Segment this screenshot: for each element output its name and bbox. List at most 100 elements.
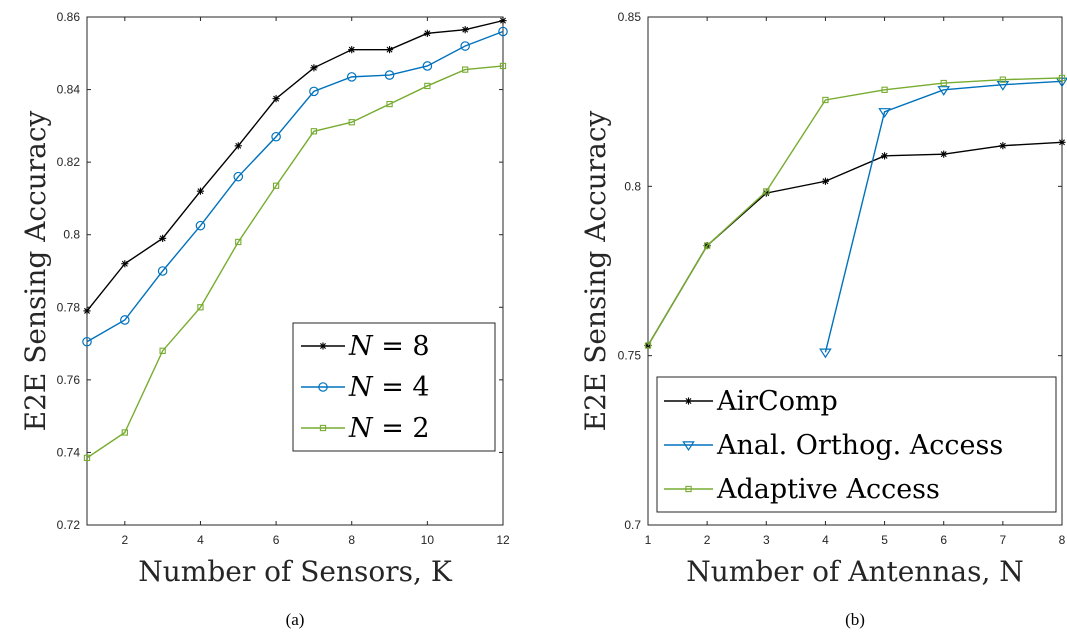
legend-swatch-marker — [318, 382, 328, 392]
data-point — [999, 76, 1007, 83]
series-line — [86, 30, 504, 343]
data-point — [499, 62, 507, 70]
y-tick-label: 0.76 — [57, 373, 81, 387]
x-tick-label: 6 — [940, 533, 947, 547]
data-point — [999, 142, 1007, 150]
y-tick-label: 0.8 — [63, 228, 80, 242]
series-line — [647, 77, 1063, 346]
x-tick-label: 10 — [421, 533, 435, 547]
data-point — [498, 26, 508, 37]
data-point — [348, 46, 356, 54]
data-point — [940, 150, 948, 158]
y-tick-label: 0.82 — [57, 155, 81, 169]
x-tick-label: 2 — [704, 533, 711, 547]
y-tick-label: 0.78 — [57, 300, 81, 314]
legend-swatch-marker — [685, 485, 692, 493]
data-point — [309, 86, 319, 97]
data-point — [940, 79, 947, 87]
data-point — [233, 171, 244, 182]
data-point — [703, 242, 711, 249]
data-point — [461, 26, 469, 34]
legend-entry-2: N = 2 — [301, 413, 430, 444]
data-point — [1058, 74, 1066, 82]
ticks-b: 1 2 3 4 5 6 7 8 0.7 0.75 0.8 0.85 — [618, 10, 1066, 547]
y-tick-label: 0.84 — [57, 83, 81, 97]
y-tick-label: 0.72 — [57, 518, 81, 532]
data-point — [235, 238, 242, 246]
ticks-a: 2 4 6 8 10 12 0.72 0.74 0.76 0.78 0.8 0.82 0.84 0.86 — [57, 10, 510, 547]
data-point — [83, 454, 91, 462]
data-point — [763, 188, 770, 195]
data-point — [880, 152, 889, 160]
series-1 — [82, 26, 508, 347]
data-point — [422, 61, 433, 71]
x-tick-label: 12 — [496, 533, 510, 547]
data-point — [996, 81, 1010, 91]
legend-label: N = 4 — [348, 372, 430, 403]
legend-entry-0: AirComp — [664, 386, 838, 417]
series-2 — [644, 74, 1066, 349]
x-tick-label: 4 — [822, 533, 829, 547]
data-point — [121, 260, 129, 268]
data-point — [1058, 138, 1066, 146]
y-tick-label: 0.86 — [57, 10, 81, 24]
data-point — [348, 119, 355, 126]
y-tick-label: 0.74 — [57, 445, 81, 459]
legend-entry-1: Anal. Orthog. Access — [664, 430, 1003, 461]
legend-entry-2: Adaptive Access — [664, 474, 940, 505]
x-tick-label: 1 — [645, 533, 652, 547]
data-point — [644, 342, 652, 349]
series-2 — [83, 62, 507, 462]
data-point — [82, 336, 92, 347]
x-axis-label-a: Number of Sensors, K — [138, 555, 453, 588]
legend-entry-0: N = 8 — [301, 331, 430, 362]
x-tick-label: 7 — [1000, 533, 1007, 547]
panel-a: 2 4 6 8 10 120.720.740.760.780.80.820.840.86 … — [19, 10, 510, 629]
data-point — [821, 177, 830, 185]
data-point — [271, 131, 281, 142]
y-tick-label: 0.85 — [618, 10, 642, 24]
caption-a: (a) — [286, 610, 305, 629]
series-line — [86, 19, 504, 312]
x-tick-label: 4 — [197, 533, 204, 547]
data-point — [121, 429, 128, 436]
series-a — [82, 17, 508, 462]
data-point — [310, 64, 318, 72]
data-point — [310, 128, 318, 135]
data-point — [822, 96, 829, 104]
series-line — [824, 80, 1063, 353]
data-point — [272, 182, 280, 189]
data-point — [424, 82, 431, 90]
legend-label: AirComp — [716, 386, 838, 417]
series-1 — [819, 77, 1067, 359]
legend-swatch-marker — [682, 441, 695, 452]
caption-b: (b) — [845, 610, 865, 629]
x-axis-label-b: Number of Antennas, N — [686, 555, 1024, 588]
data-point — [272, 95, 280, 103]
x-tick-label: 8 — [348, 533, 355, 547]
series-line — [86, 65, 504, 459]
legend-swatch-marker — [319, 342, 327, 350]
data-point — [159, 234, 167, 242]
data-point — [196, 187, 205, 195]
data-point — [499, 17, 507, 25]
legend-swatch-marker — [684, 397, 693, 405]
x-tick-label: 2 — [121, 533, 128, 547]
series-b — [644, 74, 1067, 359]
data-point — [120, 315, 130, 325]
data-point — [462, 66, 469, 73]
x-tick-label: 6 — [273, 533, 280, 547]
data-point — [234, 142, 242, 150]
legend-box-b — [656, 376, 1057, 513]
legend-entry-1: N = 4 — [301, 372, 430, 403]
data-point — [384, 70, 395, 80]
data-point — [157, 266, 168, 276]
data-point — [386, 100, 393, 108]
legend-label: Adaptive Access — [716, 474, 940, 505]
data-point — [195, 220, 206, 231]
data-point — [159, 347, 166, 354]
panel-b: 1 2 3 4 5 6 7 8 0.7 0.75 0.8 0.85 Number of Antenna… — [579, 10, 1067, 629]
legend-label: N = 2 — [348, 413, 430, 444]
data-point — [819, 348, 832, 359]
